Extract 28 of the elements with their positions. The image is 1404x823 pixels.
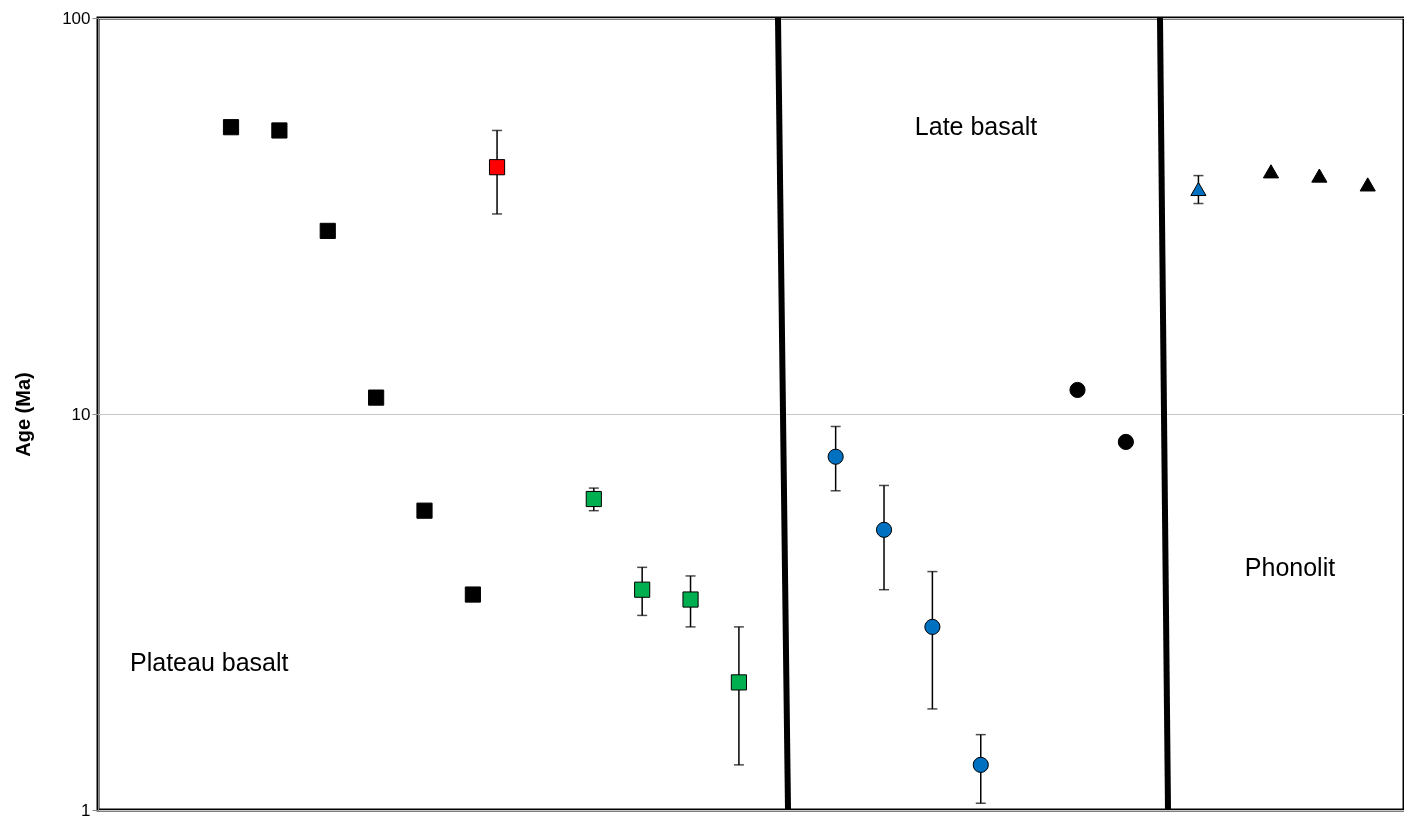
point <box>416 502 433 519</box>
point <box>368 389 385 406</box>
y-tick-label: 100 <box>62 8 91 28</box>
annotation: Late basalt <box>914 112 1038 140</box>
point <box>319 222 336 239</box>
point <box>1117 433 1134 451</box>
point <box>827 448 844 465</box>
point <box>924 618 941 635</box>
point <box>271 122 288 139</box>
point <box>1311 168 1328 183</box>
point <box>464 586 481 603</box>
y-tick-label: 1 <box>81 800 91 820</box>
point <box>1359 177 1376 192</box>
point <box>585 490 602 508</box>
point <box>634 581 651 598</box>
point <box>730 674 747 691</box>
point <box>1190 181 1207 197</box>
point <box>972 756 989 773</box>
point <box>875 521 893 538</box>
annotation: Plateau basalt <box>130 648 289 676</box>
y-tick-label: 10 <box>71 404 91 424</box>
point <box>1262 164 1280 179</box>
point <box>222 119 240 136</box>
point <box>488 159 506 176</box>
point <box>682 591 699 608</box>
point <box>1069 381 1086 399</box>
annotation: Phonolit <box>1244 553 1336 581</box>
y-axis-title: Age (Ma) <box>12 372 35 457</box>
